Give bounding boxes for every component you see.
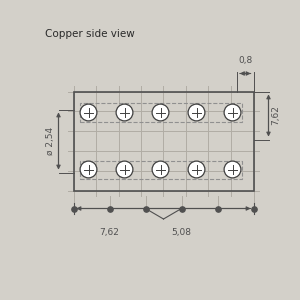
Text: Copper side view: Copper side view	[45, 29, 135, 39]
Circle shape	[116, 161, 133, 178]
Text: ø 2,54: ø 2,54	[46, 127, 55, 155]
Bar	[74, 92, 254, 190]
Bar	[80, 103, 242, 122]
Circle shape	[80, 104, 97, 121]
Circle shape	[224, 104, 241, 121]
Text: 7,62: 7,62	[272, 106, 280, 125]
Circle shape	[80, 161, 97, 178]
Circle shape	[224, 161, 241, 178]
Circle shape	[188, 104, 205, 121]
Circle shape	[116, 104, 133, 121]
Circle shape	[152, 161, 169, 178]
Text: 0,8: 0,8	[238, 56, 252, 65]
Bar	[80, 160, 242, 178]
Circle shape	[152, 104, 169, 121]
Circle shape	[188, 161, 205, 178]
Text: 7,62: 7,62	[100, 228, 119, 237]
Text: 5,08: 5,08	[172, 228, 191, 237]
